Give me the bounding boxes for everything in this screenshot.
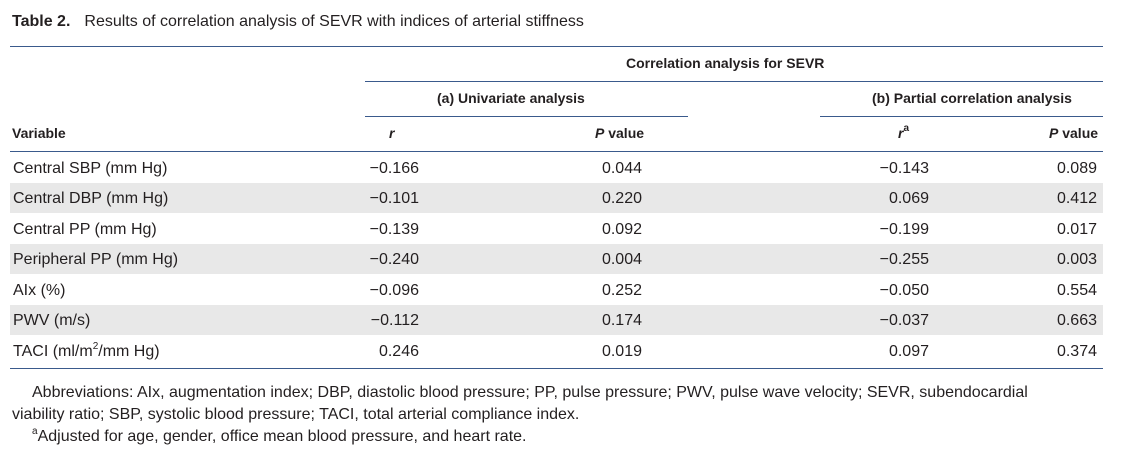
univariate-r-cell: −0.166 <box>369 160 419 177</box>
partial-r-cell: 0.069 <box>888 190 929 207</box>
row-stripe <box>10 305 1103 335</box>
table-caption: Table 2. Results of correlation analysis … <box>12 12 584 32</box>
univariate-p-cell: 0.019 <box>601 343 642 360</box>
row-stripe <box>10 183 1103 213</box>
p-value-col-header-1: P value <box>595 125 645 141</box>
partial-p-cell: 0.089 <box>1056 160 1097 177</box>
univariate-r-cell: 0.246 <box>378 343 419 360</box>
partial-r-cell: −0.199 <box>879 221 929 238</box>
ra-col-header: ra <box>898 123 910 141</box>
univariate-r-cell: −0.240 <box>369 251 419 268</box>
partial-r-cell: −0.255 <box>879 251 929 268</box>
partial-r-cell: −0.050 <box>879 282 929 299</box>
table-number: Table 2. <box>12 13 71 30</box>
row-stripe <box>10 244 1103 274</box>
partial-r-cell: −0.143 <box>879 160 929 177</box>
variable-cell: Central DBP (mm Hg) <box>13 190 169 207</box>
univariate-r-cell: −0.101 <box>369 190 419 207</box>
partial-p-cell: 0.412 <box>1056 190 1097 207</box>
group-header: Correlation analysis for SEVR <box>626 55 825 71</box>
abbreviations-line-1: Abbreviations: AIx, augmentation index; … <box>32 384 1028 401</box>
univariate-p-cell: 0.004 <box>601 251 642 268</box>
partial-p-cell: 0.374 <box>1056 343 1097 360</box>
variable-cell: PWV (m/s) <box>13 312 91 329</box>
partial-p-cell: 0.003 <box>1056 251 1097 268</box>
variable-cell: Peripheral PP (mm Hg) <box>13 251 179 268</box>
r-col-header: r <box>389 125 395 141</box>
partial-r-cell: −0.037 <box>879 312 929 329</box>
univariate-p-cell: 0.220 <box>601 190 642 207</box>
univariate-r-cell: −0.096 <box>369 282 419 299</box>
variable-col-header: Variable <box>12 125 66 141</box>
univariate-r-cell: −0.112 <box>370 312 419 329</box>
adjustment-footnote: aAdjusted for age, gender, office mean b… <box>32 425 527 445</box>
univariate-rule <box>365 116 688 117</box>
group-rule <box>365 81 1103 82</box>
univariate-r-cell: −0.139 <box>369 221 419 238</box>
univariate-header: (a) Univariate analysis <box>437 90 585 106</box>
univariate-p-cell: 0.044 <box>601 160 642 177</box>
partial-p-cell: 0.017 <box>1056 221 1097 238</box>
partial-p-cell: 0.554 <box>1056 282 1097 299</box>
univariate-p-cell: 0.174 <box>601 312 642 329</box>
bottom-rule <box>10 368 1103 369</box>
header-bottom-rule <box>10 151 1103 152</box>
variable-cell: Central SBP (mm Hg) <box>13 160 168 177</box>
variable-cell: TACI (ml/m2/mm Hg) <box>13 340 160 360</box>
variable-cell: Central PP (mm Hg) <box>13 221 157 238</box>
univariate-p-cell: 0.252 <box>601 282 642 299</box>
top-rule <box>10 46 1103 47</box>
p-value-col-header-2: P value <box>1049 125 1099 141</box>
variable-cell: AIx (%) <box>13 282 66 299</box>
partial-header: (b) Partial correlation analysis <box>872 90 1072 106</box>
partial-p-cell: 0.663 <box>1056 312 1097 329</box>
abbreviations-line-2: viability ratio; SBP, systolic blood pre… <box>12 406 580 423</box>
table-title: Results of correlation analysis of SEVR … <box>84 13 584 30</box>
partial-r-cell: 0.097 <box>888 343 929 360</box>
univariate-p-cell: 0.092 <box>601 221 642 238</box>
partial-rule <box>820 116 1103 117</box>
